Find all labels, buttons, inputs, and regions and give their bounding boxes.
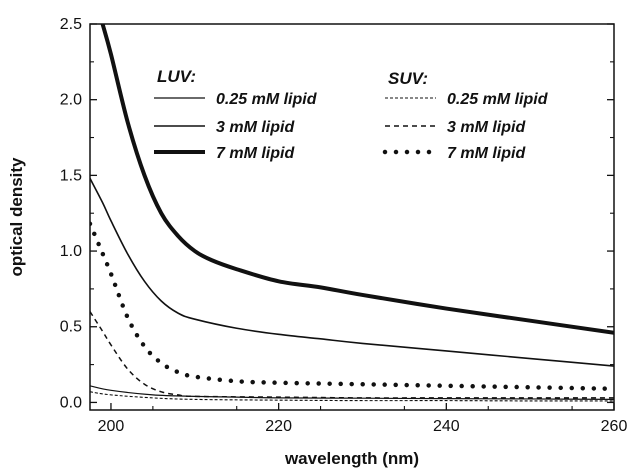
x-tick-label: 200 <box>98 418 125 435</box>
y-tick-label: 0.0 <box>60 394 82 411</box>
legend-group-suv: SUV: <box>388 69 428 88</box>
legend-label: 7 mM lipid <box>447 145 526 162</box>
legend-label: 3 mM lipid <box>216 119 295 136</box>
x-tick-label: 240 <box>433 418 460 435</box>
y-tick-label: 1.0 <box>60 243 82 260</box>
series-line-luv-1 <box>90 178 614 367</box>
series-line-luv-2 <box>100 24 614 335</box>
series-line-suv-4 <box>90 311 614 399</box>
y-tick-label: 1.5 <box>60 167 82 184</box>
x-tick-label: 260 <box>601 418 628 435</box>
x-axis-title: wavelength (nm) <box>284 449 419 468</box>
y-tick-label: 0.5 <box>60 319 82 336</box>
legend-label: 7 mM lipid <box>216 145 295 162</box>
series-line-luv-0 <box>90 385 614 400</box>
x-tick-label: 220 <box>265 418 292 435</box>
series-line-suv-3 <box>90 391 614 402</box>
y-tick-label: 2.0 <box>60 92 82 109</box>
legend-label: 0.25 mM lipid <box>447 91 549 108</box>
series-line-suv-5 <box>90 221 614 392</box>
legend-group-luv: LUV: <box>157 67 196 86</box>
y-axis-title: optical density <box>7 157 26 277</box>
y-tick-label: 2.5 <box>60 16 82 33</box>
legend-label: 0.25 mM lipid <box>216 91 318 108</box>
legend-label: 3 mM lipid <box>447 119 526 136</box>
plot-frame <box>89 23 615 411</box>
